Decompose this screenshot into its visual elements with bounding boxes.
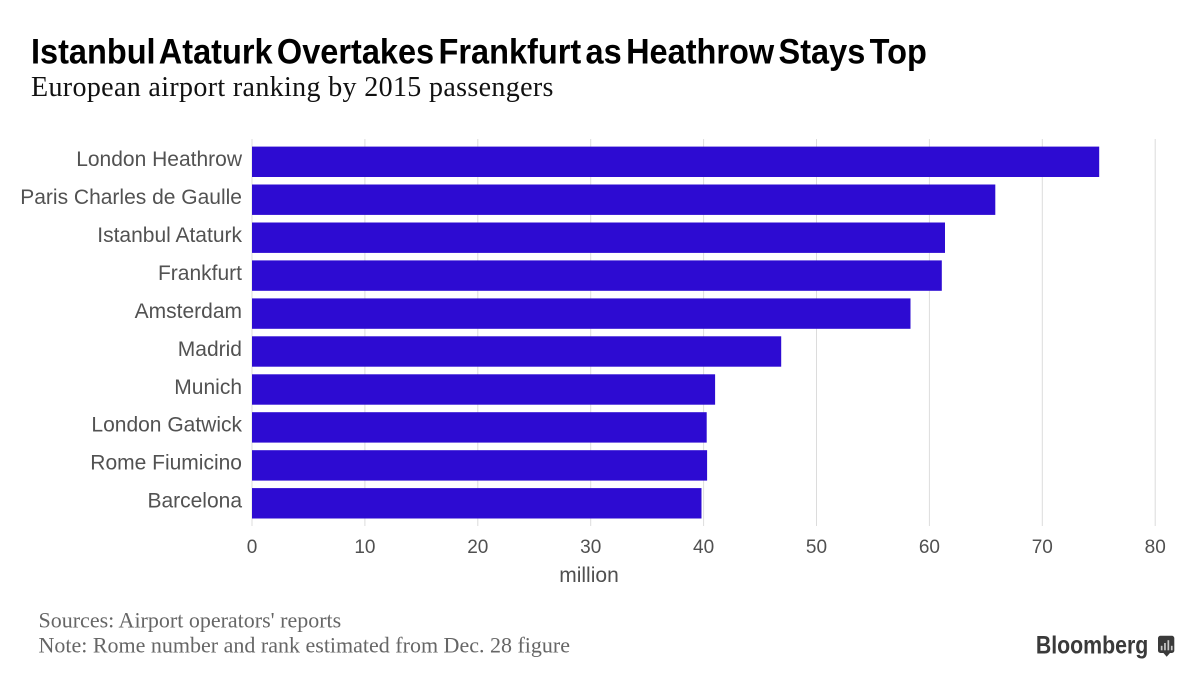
svg-text:London Gatwick: London Gatwick bbox=[91, 414, 242, 437]
svg-text:Istanbul Ataturk: Istanbul Ataturk bbox=[97, 224, 242, 247]
svg-text:Paris Charles de Gaulle: Paris Charles de Gaulle bbox=[20, 186, 242, 209]
svg-text:Note: Rome number and rank est: Note: Rome number and rank estimated fro… bbox=[39, 633, 571, 658]
svg-text:Sources: Airport operators' re: Sources: Airport operators' reports bbox=[39, 608, 342, 633]
svg-text:Rome Fiumicino: Rome Fiumicino bbox=[90, 452, 242, 475]
svg-text:million: million bbox=[559, 564, 619, 587]
svg-text:60: 60 bbox=[919, 537, 940, 558]
svg-text:20: 20 bbox=[467, 537, 488, 558]
svg-text:70: 70 bbox=[1032, 537, 1053, 558]
svg-text:Barcelona: Barcelona bbox=[147, 490, 242, 513]
svg-text:Bloomberg: Bloomberg bbox=[1036, 631, 1148, 659]
svg-text:0: 0 bbox=[247, 537, 258, 558]
svg-text:Madrid: Madrid bbox=[178, 338, 242, 361]
svg-text:European airport ranking by 20: European airport ranking by 2015 passeng… bbox=[31, 72, 554, 103]
svg-text:Amsterdam: Amsterdam bbox=[135, 300, 242, 323]
svg-text:30: 30 bbox=[580, 537, 601, 558]
svg-text:Munich: Munich bbox=[174, 376, 242, 399]
svg-text:10: 10 bbox=[354, 537, 375, 558]
svg-text:Istanbul Ataturk Overtakes Fra: Istanbul Ataturk Overtakes Frankfurt as … bbox=[31, 32, 927, 71]
svg-text:40: 40 bbox=[693, 537, 714, 558]
svg-text:London Heathrow: London Heathrow bbox=[76, 148, 243, 171]
svg-text:Frankfurt: Frankfurt bbox=[158, 262, 242, 285]
svg-text:50: 50 bbox=[806, 537, 827, 558]
svg-text:80: 80 bbox=[1145, 537, 1166, 558]
